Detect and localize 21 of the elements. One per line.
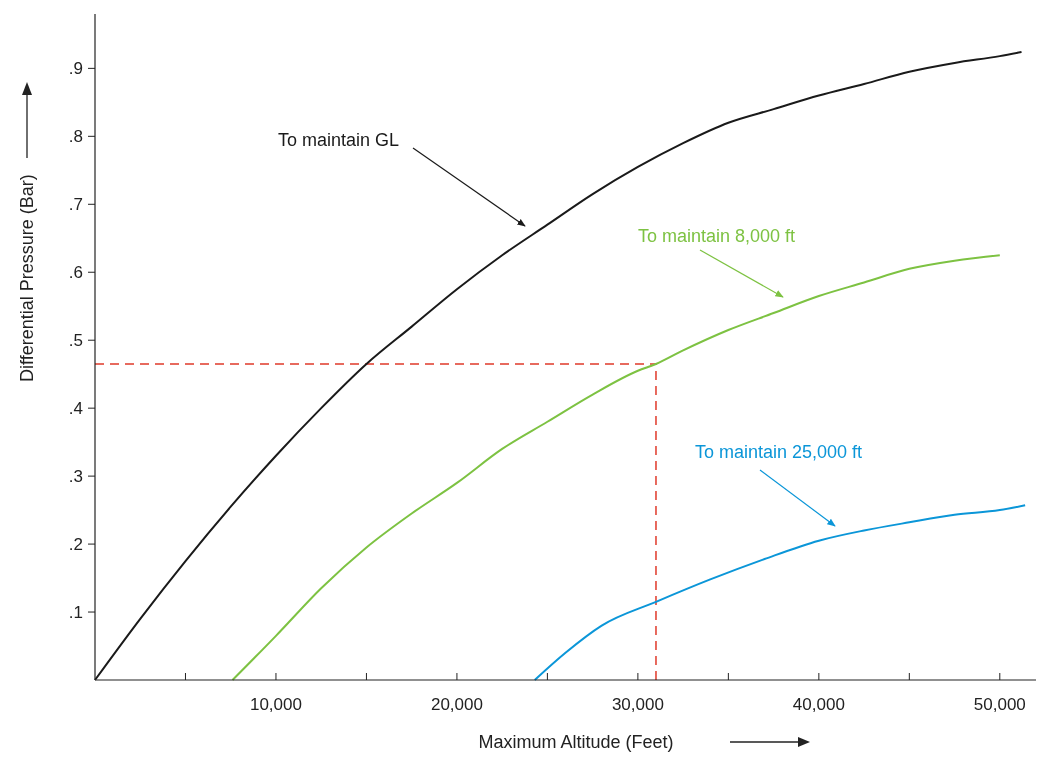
x-axis-title: Maximum Altitude (Feet) xyxy=(478,732,674,752)
x-tick-label: 10,000 xyxy=(249,695,302,714)
y-axis-title: Differential Pressure (Bar) xyxy=(17,174,37,382)
line-series xyxy=(231,254,1001,681)
y-tick-label: .5 xyxy=(68,331,83,351)
y-tick-label: .7 xyxy=(68,195,83,215)
y-tick-label: .9 xyxy=(68,59,83,79)
x-tick-label: 50,000 xyxy=(973,695,1026,714)
y-tick-label: .8 xyxy=(68,127,83,147)
line-series xyxy=(533,504,1027,681)
x-tick-label: 20,000 xyxy=(430,695,483,714)
annotation: To maintain 25,000 ft xyxy=(695,442,863,462)
y-tick-label: .6 xyxy=(68,263,83,283)
annotation: To maintain GL xyxy=(278,130,400,150)
x-tick-label: 40,000 xyxy=(792,695,845,714)
y-tick-label: .2 xyxy=(68,535,83,555)
y-tick-label: .3 xyxy=(68,467,83,487)
annotation: To maintain 8,000 ft xyxy=(638,226,796,246)
y-tick-label: .4 xyxy=(68,399,83,419)
y-tick-label: .1 xyxy=(68,602,83,622)
x-tick-label: 30,000 xyxy=(611,695,664,714)
